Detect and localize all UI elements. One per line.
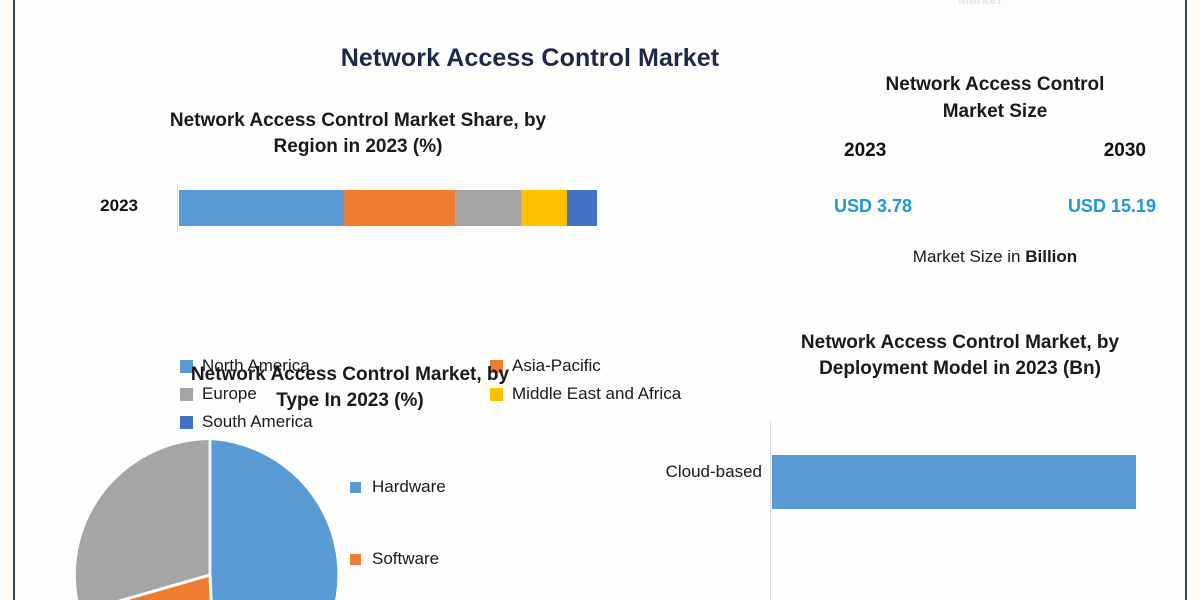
legend-swatch-icon [180, 387, 193, 401]
legend-swatch-icon [180, 415, 193, 429]
type-chart-title-line2: Type In 2023 (%) [276, 390, 424, 412]
market-size-title-line1: Network Access Control [885, 74, 1105, 95]
type-chart-title: Network Access Control Market, by Type I… [90, 362, 610, 414]
type-share-chart: Network Access Control Market, by Type I… [20, 362, 620, 600]
deployment-chart: Network Access Control Market, by Deploy… [666, 330, 1190, 600]
region-legend: North America Asia-Pacific Europe Middle Ea… [180, 356, 740, 432]
market-size-year-end: 2030 [1103, 139, 1146, 161]
region-legend-label: North America [202, 356, 310, 375]
deployment-chart-title-line1: Network Access Control Market, by [800, 332, 1120, 353]
region-stacked-bar[interactable] [179, 190, 597, 226]
deployment-chart-title-line2: Deployment Model in 2023 (Bn) [819, 358, 1101, 380]
region-legend-label: South America [202, 412, 313, 431]
deployment-plot-area: Cloud-based [666, 422, 1190, 600]
market-size-value-end: USD 15.19 [1067, 195, 1156, 216]
legend-swatch-icon [490, 387, 503, 401]
pie-divider-bottom [208, 574, 213, 600]
pie-divider-left [117, 573, 211, 600]
deployment-axis-line [770, 422, 771, 600]
market-size-unit-prefix: Market Size in [912, 246, 1026, 266]
legend-swatch-icon [350, 481, 361, 493]
pie-slice-gray[interactable] [75, 440, 210, 600]
market-size-title: Network Access Control Market Size [820, 72, 1170, 126]
type-legend: Hardware Software [350, 477, 446, 600]
frame-border-left [13, 0, 15, 600]
region-legend-item[interactable]: South America [180, 412, 490, 432]
market-size-callout: Network Access Control Market Size 2023 … [820, 72, 1170, 267]
region-legend-item[interactable]: Middle East and Africa [490, 384, 740, 404]
region-chart-title-line2: Region in 2023 (%) [273, 136, 443, 158]
region-legend-label: Middle East and Africa [512, 384, 682, 403]
type-legend-label: Software [372, 549, 440, 568]
type-legend-item[interactable]: Hardware [350, 477, 446, 497]
deployment-bar-cloud-based[interactable] [772, 455, 1136, 509]
market-size-title-line2: Market Size [942, 100, 1048, 122]
region-bar-segment[interactable] [179, 190, 345, 226]
region-legend-label: Europe [202, 384, 257, 403]
region-bar-segment[interactable] [344, 190, 456, 226]
region-legend-item[interactable]: Asia-Pacific [490, 356, 740, 376]
market-size-year-start: 2023 [844, 139, 887, 161]
market-size-value-start: USD 3.78 [834, 195, 913, 216]
region-share-chart: Network Access Control Market Share, by … [40, 108, 681, 431]
market-size-years: 2023 2030 [820, 140, 1170, 162]
region-legend-item[interactable]: Europe [180, 384, 490, 404]
frame-border-right [1185, 0, 1187, 600]
left-margin-strip [0, 0, 13, 600]
legend-swatch-icon [180, 359, 193, 373]
region-legend-label: Asia-Pacific [512, 356, 601, 375]
right-margin-strip [1187, 0, 1200, 600]
type-pie[interactable] [65, 430, 355, 600]
region-bar-category-label: 2023 [100, 196, 138, 215]
market-size-values: USD 3.78 USD 15.19 [820, 196, 1170, 217]
pie-slice-hardware[interactable] [210, 440, 338, 600]
market-size-unit-value: Billion [1025, 246, 1078, 266]
deployment-chart-title: Network Access Control Market, by Deploy… [740, 330, 1180, 382]
type-chart-title-line1: Network Access Control Market, by [190, 364, 510, 385]
region-bar-row: 2023 [40, 186, 660, 230]
type-legend-label: Hardware [372, 477, 446, 496]
region-bar-axis-line [177, 186, 178, 230]
region-bar-segment[interactable] [521, 190, 568, 226]
region-bar-segment[interactable] [455, 190, 522, 226]
deployment-category-label: Cloud-based [665, 462, 762, 481]
legend-swatch-icon [350, 553, 361, 565]
region-chart-title: Network Access Control Market Share, by … [58, 108, 658, 160]
cropped-header-text: Market [958, 0, 1002, 7]
legend-swatch-icon [490, 359, 503, 373]
region-legend-item[interactable]: North America [180, 356, 490, 376]
region-bar-segment[interactable] [567, 190, 597, 226]
market-size-unit-note: Market Size in Billion [820, 247, 1170, 267]
type-pie-svg [75, 440, 338, 600]
type-legend-item[interactable]: Software [350, 549, 446, 569]
page-title: Network Access Control Market [340, 44, 720, 72]
region-chart-title-line1: Network Access Control Market Share, by [169, 110, 547, 131]
